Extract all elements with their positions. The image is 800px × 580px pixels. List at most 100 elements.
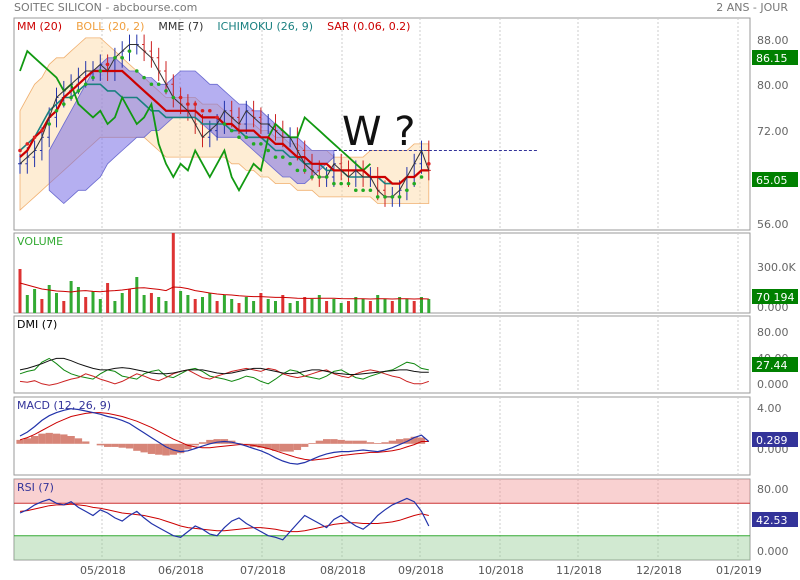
macd-histogram-bar	[271, 443, 280, 451]
ohlc-bar	[426, 140, 431, 181]
volume-bar	[383, 299, 387, 313]
macd-histogram-bar	[286, 443, 294, 452]
sar-point	[40, 128, 44, 133]
rsi-value-badge-box	[752, 512, 798, 527]
sar-point	[412, 181, 417, 186]
rsi-oversold-zone	[14, 535, 750, 560]
macd-histogram-bar	[133, 443, 141, 451]
macd-histogram-bar	[155, 443, 163, 455]
macd-histogram-bar	[16, 439, 24, 444]
macd-histogram-bar	[381, 442, 389, 444]
macd-histogram-bar	[366, 442, 375, 444]
macd-histogram-bar	[82, 441, 90, 444]
volume-bar	[325, 301, 329, 313]
sar-point	[317, 175, 322, 179]
macd-histogram-bar	[308, 443, 316, 444]
sar-point	[361, 188, 365, 193]
volume-bar	[252, 301, 256, 313]
sar-point	[288, 161, 292, 166]
volume-bar	[222, 295, 226, 313]
rsi-average-line	[19, 503, 429, 533]
sar-point	[397, 195, 402, 199]
volume-bar	[398, 297, 402, 313]
volume-bar	[368, 301, 372, 313]
volume-bar	[244, 297, 248, 313]
y-tick-label: 0.000	[757, 301, 789, 314]
sar-point	[193, 102, 197, 106]
volume-bar	[25, 295, 29, 313]
macd-histogram-bar	[74, 438, 83, 444]
volume-bar	[310, 299, 314, 313]
volume-bar	[259, 293, 263, 313]
current-value-badge-box	[752, 172, 798, 187]
legend-entry: RSI (7)	[17, 481, 54, 494]
sar-point	[76, 89, 81, 93]
sar-point	[113, 55, 117, 60]
y-tick-label: 0.000	[757, 545, 789, 558]
sar-point	[244, 135, 249, 140]
sar-point	[62, 102, 66, 106]
x-tick-label: 06/2018	[158, 564, 204, 577]
sar-point	[54, 108, 59, 113]
legend-entry: VOLUME	[17, 235, 63, 248]
volume-bar	[171, 233, 175, 313]
volume-bar	[76, 287, 80, 313]
sar-point	[135, 69, 139, 73]
macd-histogram-bar	[323, 439, 331, 444]
volume-bar	[332, 299, 336, 313]
macd-histogram-bar	[184, 443, 192, 450]
volume-bar	[266, 299, 270, 313]
x-tick-label: 05/2018	[80, 564, 126, 577]
sar-point	[127, 49, 132, 53]
volume-bar	[47, 285, 51, 313]
volume-bar	[106, 283, 110, 313]
sar-point	[222, 122, 227, 126]
macd-value-badge: 0.289	[756, 434, 788, 447]
sar-point	[310, 175, 314, 179]
sar-point	[324, 175, 329, 179]
pattern-annotation: W ?	[342, 109, 416, 155]
macd-histogram-bar	[23, 438, 31, 444]
sar-point	[229, 128, 234, 133]
y-tick-label: 80.00	[757, 326, 789, 339]
sar-point	[354, 188, 358, 193]
macd-histogram-bar	[359, 440, 367, 444]
volume-bar	[405, 299, 409, 313]
macd-histogram-bar	[257, 443, 265, 448]
page-title: SOITEC SILICON - abcbourse.com	[14, 1, 198, 14]
macd-signal-line	[19, 412, 429, 461]
sar-point	[259, 142, 263, 146]
sar-point	[339, 181, 344, 186]
macd-histogram-bar	[118, 443, 126, 448]
volume-bar	[288, 303, 292, 313]
sar-point	[419, 175, 424, 179]
x-tick-label: 07/2018	[240, 564, 286, 577]
macd-histogram-bar	[344, 440, 353, 444]
volume-bar	[179, 291, 183, 313]
sar-point	[215, 115, 219, 120]
volume-bar	[420, 297, 423, 313]
volume-bar	[91, 291, 95, 313]
sar-point	[302, 168, 307, 173]
sar-point	[405, 188, 409, 193]
macd-histogram-bar	[38, 433, 46, 444]
x-tick-label: 11/2018	[556, 564, 602, 577]
volume-value-badge-box	[752, 289, 798, 304]
macd-histogram-bar	[162, 443, 170, 456]
y-tick-label: 88.00	[757, 34, 789, 47]
macd-histogram-bar	[301, 443, 309, 447]
sar-point	[237, 135, 241, 140]
macd-histogram-bar	[198, 442, 207, 444]
sar-point	[156, 82, 161, 87]
y-tick-label: 80.00	[757, 79, 789, 92]
y-tick-label: 0.000	[757, 378, 789, 391]
dmi-value-badge-box	[752, 357, 798, 372]
macd-histogram-bar	[60, 434, 68, 444]
macd-histogram-bar	[111, 443, 119, 447]
sar-point	[91, 75, 95, 80]
macd-histogram-bar	[206, 439, 214, 444]
sar-point	[178, 95, 183, 100]
macd-histogram-bar	[396, 439, 404, 444]
dmi-plus-line	[19, 357, 429, 385]
